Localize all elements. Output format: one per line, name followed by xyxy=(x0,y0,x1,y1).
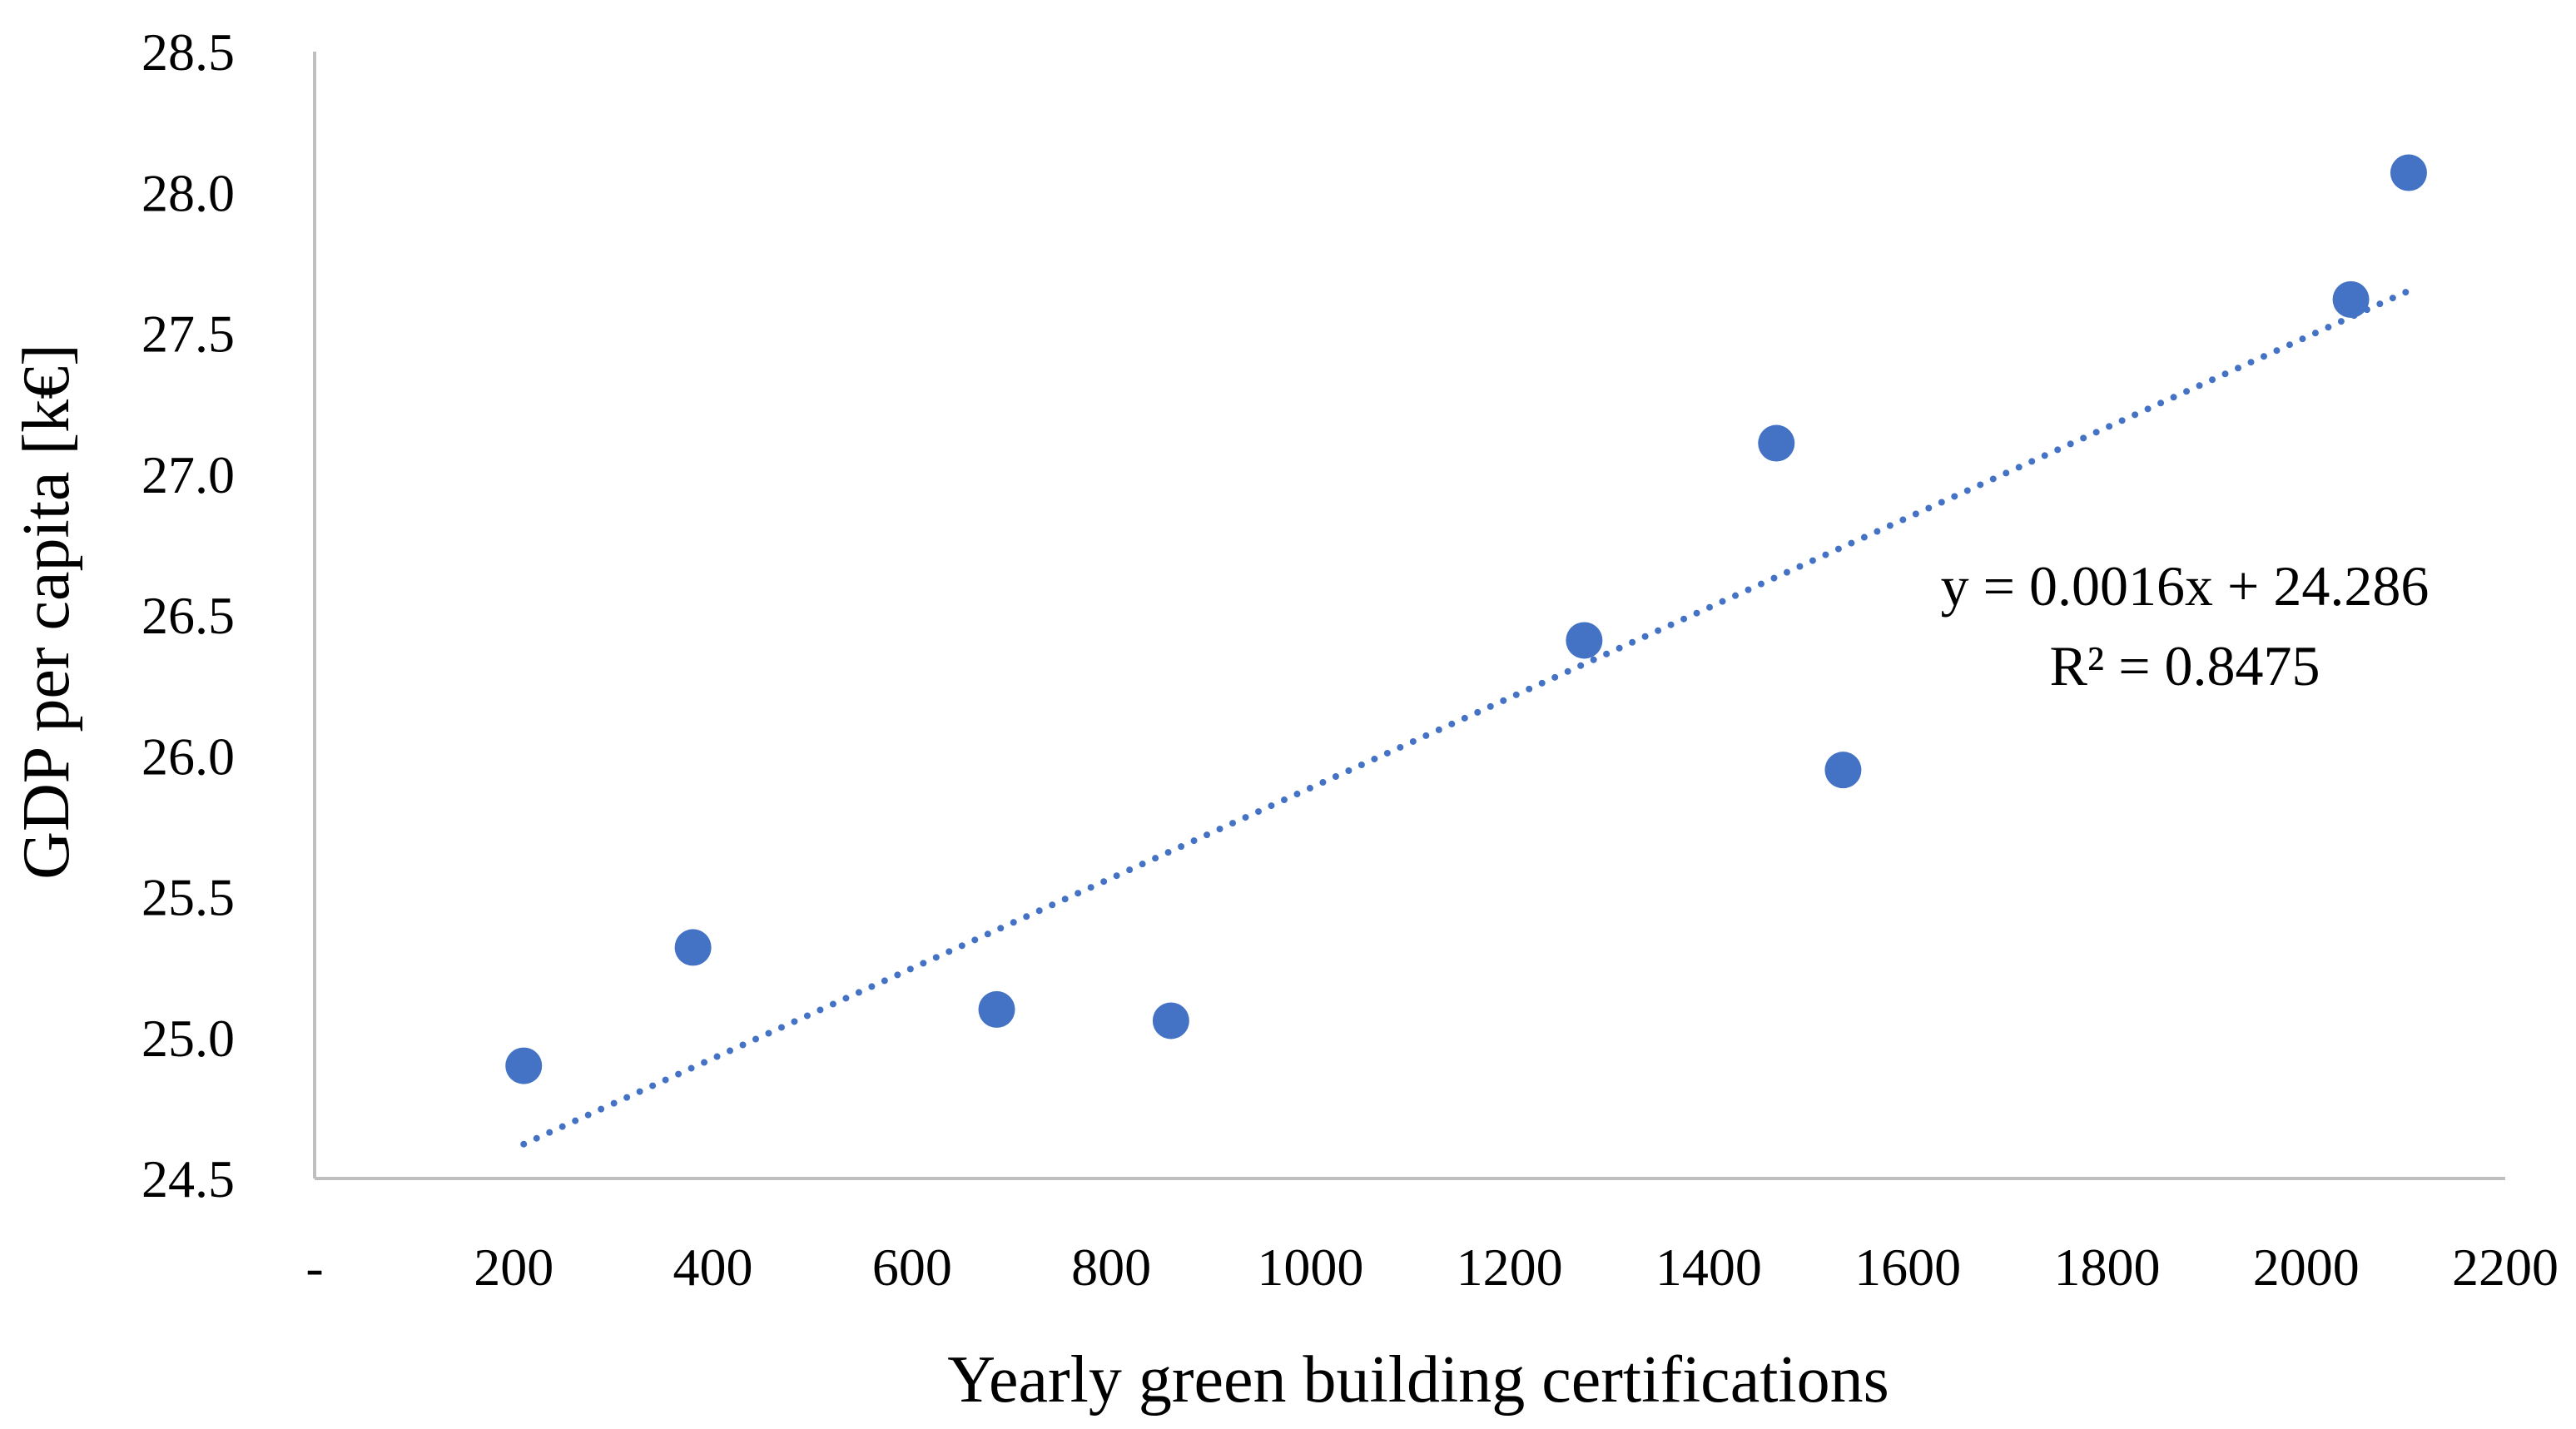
data-point xyxy=(505,1047,543,1084)
y-tick-label: 26.5 xyxy=(141,586,235,645)
data-point xyxy=(1566,622,1603,659)
trendline-r-squared: R² = 0.8475 xyxy=(2049,634,2320,697)
data-point xyxy=(978,990,1015,1028)
trendline-equation: y = 0.0016x + 24.286 xyxy=(1941,554,2430,618)
data-point xyxy=(2390,154,2427,191)
tick-labels: 24.5 25.0 25.5 26.0 26.5 27.0 27.5 28.0 28.5 - 200… xyxy=(141,22,2559,1297)
data-point xyxy=(674,929,712,966)
x-tick-label: 2000 xyxy=(2253,1238,2360,1297)
y-tick-label: 27.0 xyxy=(141,445,235,504)
data-points xyxy=(505,154,2427,1084)
x-tick-label: 200 xyxy=(474,1238,553,1297)
data-point xyxy=(1824,752,1862,789)
y-tick-label: 26.0 xyxy=(141,727,235,786)
data-point xyxy=(1152,1002,1189,1039)
y-tick-label: 25.0 xyxy=(141,1009,235,1068)
x-tick-label: 2200 xyxy=(2452,1238,2559,1297)
y-tick-label: 24.5 xyxy=(141,1149,235,1208)
axes xyxy=(313,52,2505,1180)
trendline xyxy=(520,287,2412,1148)
y-tick-label: 28.5 xyxy=(141,22,235,82)
y-axis-title: GDP per capita [k€] xyxy=(10,344,83,879)
x-tick-label: 600 xyxy=(872,1238,952,1297)
x-tick-label: 1200 xyxy=(1457,1238,1563,1297)
x-tick-label: 1000 xyxy=(1257,1238,1363,1297)
trendline-layer xyxy=(520,287,2412,1148)
x-axis-title: Yearly green building certifications xyxy=(947,1343,1889,1417)
data-point xyxy=(1758,424,1795,462)
y-tick-label: 27.5 xyxy=(141,305,235,364)
x-tick-label: - xyxy=(305,1238,323,1297)
y-tick-label: 25.5 xyxy=(141,868,235,927)
x-tick-label: 800 xyxy=(1071,1238,1151,1297)
x-tick-label: 400 xyxy=(673,1238,753,1297)
x-tick-label: 1600 xyxy=(1854,1238,1961,1297)
x-tick-label: 1800 xyxy=(2053,1238,2160,1297)
y-tick-label: 28.0 xyxy=(141,163,235,222)
data-point xyxy=(2332,280,2370,318)
x-tick-label: 1400 xyxy=(1655,1238,1762,1297)
